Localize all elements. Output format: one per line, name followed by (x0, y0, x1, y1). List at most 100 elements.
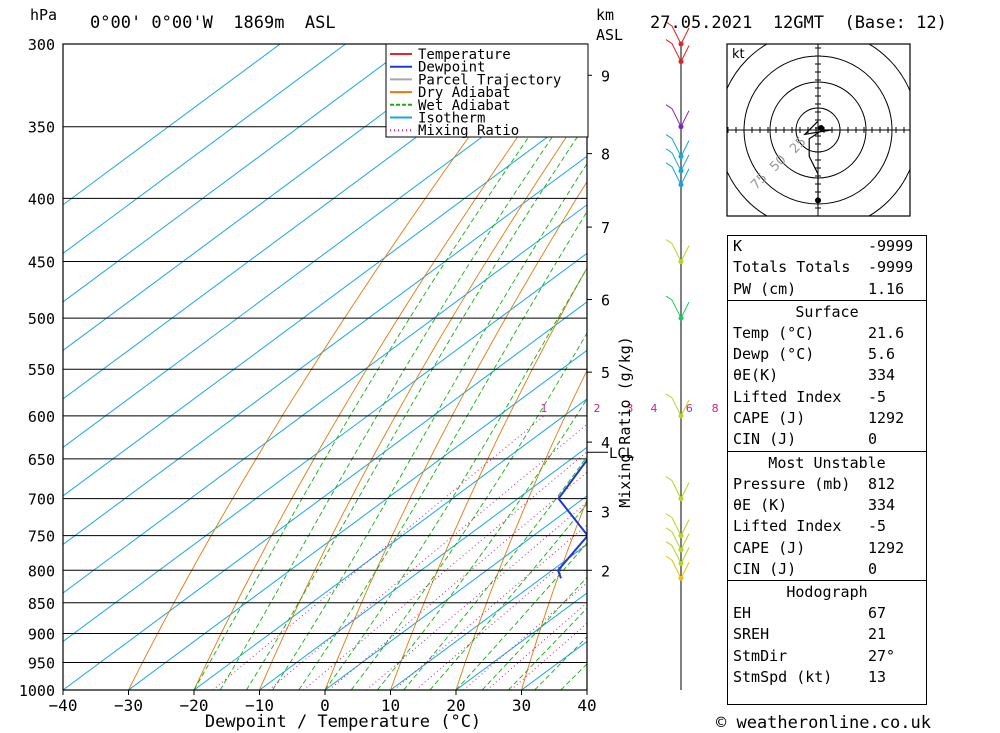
isotherm-line (63, 204, 587, 594)
pressure-tick-label: 300 (28, 36, 55, 54)
stat-stmspd: StmSpd (kt) 13 (733, 668, 887, 687)
isotherm-line (259, 446, 587, 690)
isotherm-line (193, 398, 587, 690)
wind-barb (665, 527, 690, 550)
stat-mu-cape: CAPE (J) 1292 (733, 538, 905, 557)
lcl-label: LCL (609, 446, 634, 462)
wind-barb (665, 21, 690, 45)
x-axis-label: Dewpoint / Temperature (°C) (205, 712, 481, 732)
wind-barb (665, 295, 690, 319)
km-label: km (596, 6, 614, 24)
km-tick-label: 2 (601, 562, 610, 580)
km-tick-label: 5 (601, 364, 610, 382)
mixing-ratio-label: 3 (626, 402, 633, 415)
wet-adiabat-line (481, 576, 587, 690)
isotherm-line (63, 252, 587, 643)
watermark[interactable]: © weatheronline.co.uk (716, 713, 931, 733)
x-tick-label: 30 (512, 696, 531, 715)
legend-item: Dry Adiabat (418, 85, 511, 101)
km-tick-label: 8 (601, 146, 610, 164)
stat-mu-pressure: Pressure (mb) 812 (733, 474, 896, 493)
isotherm-line (128, 349, 587, 690)
km-tick-label: 4 (601, 434, 610, 452)
wet-adiabat-line (508, 607, 587, 690)
legend-box (385, 43, 589, 138)
isotherm-line (390, 543, 587, 690)
mixing-ratio-line (486, 602, 587, 690)
isotherm-line (63, 44, 477, 351)
wet-adiabat-line (324, 267, 587, 690)
pressure-tick-label: 550 (28, 361, 55, 379)
x-tick-label: 20 (446, 696, 465, 715)
wind-barb (665, 476, 690, 499)
location-title: 0°00' 0°00'W 1869m ASL (90, 13, 336, 33)
km-tick-label: 3 (601, 503, 610, 521)
pressure-tick-label: 850 (28, 595, 55, 613)
stat-mu-cin: CIN (J) 0 (733, 559, 878, 578)
dry-adiabat-line (915, 44, 1000, 690)
pressure-tick-label: 600 (28, 408, 55, 426)
x-tick-label: 10 (381, 696, 400, 715)
stat-mu-thetae: θE (K) 334 (733, 495, 896, 514)
mixing-ratio-axis-label: Mixing Ratio (g/kg) (616, 336, 634, 508)
wet-adiabat-line (246, 121, 587, 690)
wind-barb (665, 239, 690, 262)
stat-eh: EH 67 (733, 604, 887, 623)
pressure-tick-label: 450 (28, 254, 55, 272)
hodograph-title: Hodograph (786, 583, 868, 602)
stat-totals-totals: Totals Totals -9999 (733, 258, 914, 277)
stat-surface-thetae: θE(K) 334 (733, 366, 896, 385)
wet-adiabat-line (193, 53, 587, 690)
pressure-tick-label: 400 (28, 190, 55, 208)
pressure-tick-label: 900 (28, 625, 55, 643)
datetime-title: 27.05.2021 12GMT (Base: 12) (650, 13, 947, 33)
km-tick-label: 6 (601, 292, 610, 310)
dry-adiabat-line (455, 369, 587, 690)
stat-surface-dewp: Dewp (°C) 5.6 (733, 345, 896, 364)
dry-adiabat-line (193, 44, 584, 690)
x-tick-label: 0 (320, 696, 330, 715)
hodograph-storm-point (818, 125, 824, 131)
dewpoint-profile (556, 458, 587, 579)
stat-surface-temp: Temp (°C) 21.6 (733, 323, 905, 342)
pressure-tick-label: 700 (28, 491, 55, 509)
dry-adiabat-line (521, 498, 587, 690)
wind-barb (665, 148, 690, 172)
wet-adiabat-line (298, 210, 587, 690)
wind-barb (665, 162, 690, 185)
wind-barb (665, 513, 690, 536)
x-tick-label: 40 (577, 696, 596, 715)
x-tick-label: −10 (245, 696, 274, 715)
hpa-label: hPa (30, 6, 57, 24)
wet-adiabat-line (350, 332, 587, 690)
mixing-ratio-label: 1 (541, 402, 548, 415)
wet-adiabat-line (377, 398, 587, 690)
wet-adiabat-line (455, 542, 587, 690)
hodograph-kt-label: kt (732, 47, 745, 62)
hodograph-start-point (815, 197, 821, 204)
km-tick-label: 7 (601, 219, 610, 237)
stat-surface-cape: CAPE (J) 1292 (733, 409, 905, 428)
pressure-tick-label: 350 (28, 119, 55, 137)
isotherm-line (63, 44, 543, 400)
legend-item: Wet Adiabat (418, 98, 511, 114)
isotherm-line (63, 58, 587, 449)
legend-item: Isotherm (418, 111, 485, 127)
hodograph-trace (803, 120, 832, 201)
mixing-ratio-line (393, 524, 587, 690)
x-tick-label: −40 (49, 696, 78, 715)
wet-adiabat-line (429, 503, 587, 690)
mixing-ratio-line (510, 622, 587, 690)
isotherm-line (63, 44, 412, 303)
legend-item: Mixing Ratio (418, 123, 519, 139)
dry-adiabat-line (259, 105, 587, 690)
wind-barb (665, 39, 690, 62)
stat-sreh: SREH 21 (733, 625, 887, 644)
mixing-ratio-label: 2 (594, 402, 601, 415)
wind-barb (665, 393, 690, 417)
most-unstable-title: Most Unstable (768, 453, 886, 472)
mixing-ratio-label: 6 (686, 402, 693, 415)
pressure-tick-label: 500 (28, 310, 55, 328)
dry-adiabat-line (980, 44, 1000, 690)
